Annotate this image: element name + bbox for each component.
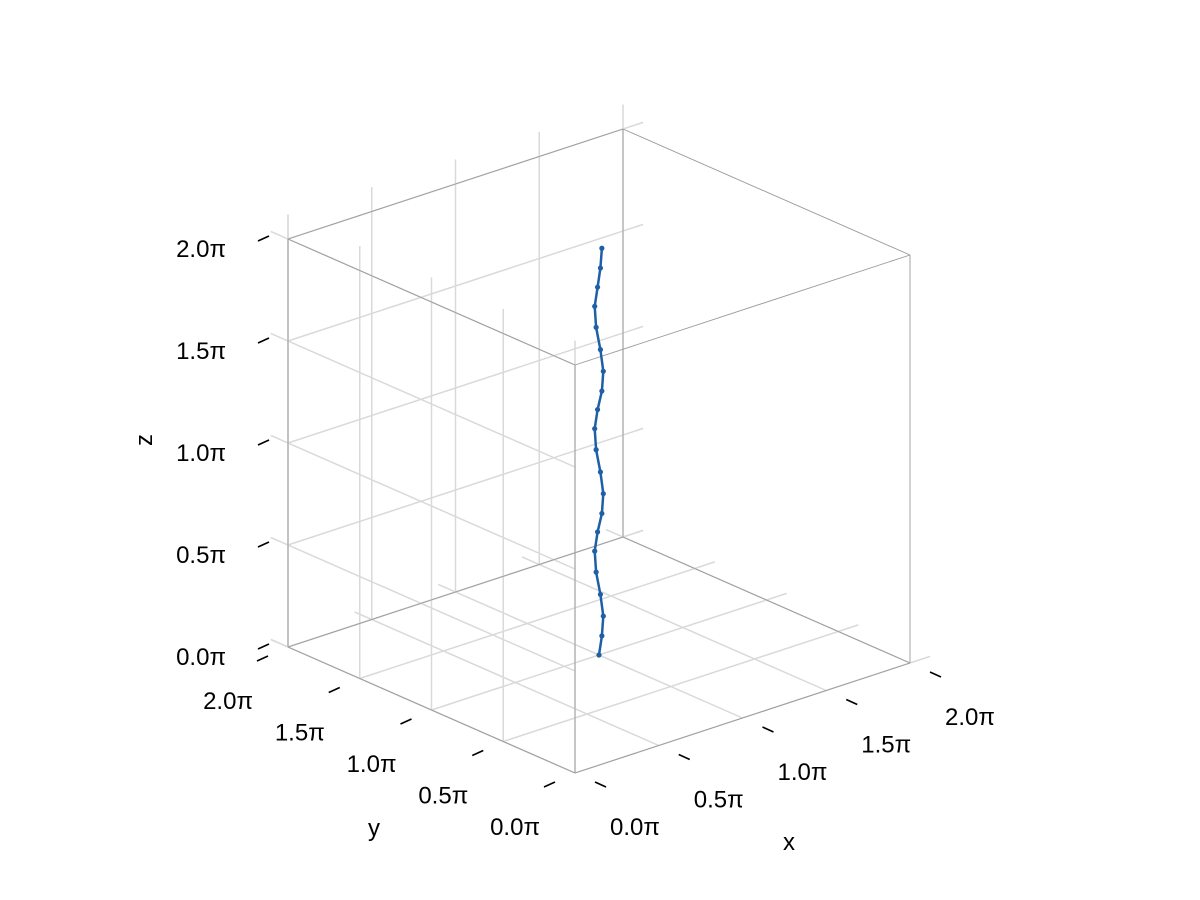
series-layer — [592, 245, 606, 658]
x-tick-3 — [845, 698, 858, 706]
grid-line-xz-z-3 — [287, 223, 644, 342]
series-point-0-8 — [600, 491, 606, 497]
y-axis-label: y — [368, 815, 380, 842]
grid-line-xz-z-2 — [287, 325, 644, 444]
series-point-0-4 — [593, 569, 599, 575]
z-tick-label-1: 0.5π — [176, 542, 226, 569]
z-tick-2 — [257, 439, 270, 446]
box-edge-0 — [574, 662, 911, 774]
series-point-0-3 — [597, 591, 604, 598]
x-tick-label-3: 1.5π — [861, 732, 911, 759]
series-point-0-11 — [592, 426, 598, 432]
box-edge-2 — [622, 536, 911, 664]
x-tick-label-2: 1.0π — [778, 759, 828, 786]
x-tick-4 — [929, 671, 942, 678]
series-point-0-13 — [599, 388, 605, 394]
x-tick-2 — [762, 726, 774, 733]
box-edge-5 — [287, 238, 576, 366]
x-axis-label: x — [783, 829, 795, 856]
y-tick-2 — [400, 718, 412, 725]
series-point-0-18 — [594, 284, 601, 290]
series-point-0-10 — [593, 447, 599, 453]
grid-line-yz-z-2 — [270, 434, 576, 570]
box-edge-4 — [574, 254, 911, 366]
series-point-0-2 — [600, 613, 606, 619]
z-tick-0 — [257, 643, 270, 650]
grid-line-xy-x-3 — [521, 556, 827, 692]
y-tick-label-0: 0.0π — [490, 814, 540, 841]
series-point-0-0 — [596, 652, 602, 658]
x-tick-label-1: 0.5π — [694, 787, 744, 814]
box-edge-7 — [287, 128, 624, 240]
z-tick-3 — [257, 337, 270, 344]
z-tick-label-4: 2.0π — [176, 236, 226, 263]
y-tick-label-2: 1.0π — [347, 751, 397, 778]
x-tick-0 — [594, 781, 607, 788]
y-tick-label-3: 1.5π — [275, 720, 325, 747]
z-tick-1 — [257, 541, 270, 548]
box-edge-1 — [287, 646, 576, 774]
axis-ticks — [256, 235, 942, 788]
x-tick-1 — [678, 753, 691, 761]
series-point-0-19 — [597, 265, 604, 271]
grid-line-xz-z-1 — [287, 427, 644, 546]
series-point-0-17 — [592, 303, 598, 309]
y-tick-0 — [543, 781, 556, 788]
series-point-0-12 — [594, 406, 601, 413]
y-tick-1 — [471, 749, 484, 757]
grid-line-yz-z-3 — [270, 332, 576, 468]
grid-line-xy-x-2 — [437, 583, 743, 719]
series-point-0-14 — [600, 368, 606, 374]
series-point-0-6 — [594, 529, 601, 535]
z-tick-label-3: 1.5π — [176, 338, 226, 365]
series-point-0-5 — [592, 548, 598, 554]
z-axis-label: z — [131, 434, 158, 446]
z-tick-label-2: 1.0π — [176, 440, 226, 467]
z-tick-4 — [257, 235, 270, 242]
y-tick-4 — [256, 655, 269, 662]
y-tick-label-1: 0.5π — [418, 783, 468, 810]
box-edge-3 — [287, 536, 624, 648]
grid-line-xy-x-1 — [354, 611, 660, 747]
axis-box-edges — [287, 128, 911, 774]
box-edge-6 — [622, 128, 911, 256]
y-tick-3 — [328, 686, 341, 694]
z-tick-label-0: 0.0π — [176, 644, 226, 671]
x-tick-label-0: 0.0π — [610, 814, 660, 841]
series-point-0-20 — [599, 245, 605, 251]
grid-line-xy-y-1 — [503, 624, 859, 743]
y-tick-label-4: 2.0π — [203, 688, 253, 715]
x-tick-label-4: 2.0π — [945, 704, 995, 731]
series-point-0-9 — [597, 469, 604, 475]
series-point-0-16 — [593, 324, 599, 330]
series-point-0-1 — [599, 633, 605, 639]
series-point-0-15 — [597, 347, 604, 353]
series-point-0-7 — [599, 510, 605, 517]
grid-line-xy-y-3 — [359, 561, 716, 680]
back-grid-panes — [270, 104, 931, 774]
grid-line-xy-y-2 — [431, 592, 787, 711]
axis-tick-labels: 0.0π 0.5π 1.0π 1.5π 2.0π 0.0π 0.5π 1.0π 1.5π 2.0π… — [176, 236, 995, 841]
grid-line-yz-z-1 — [270, 536, 576, 672]
